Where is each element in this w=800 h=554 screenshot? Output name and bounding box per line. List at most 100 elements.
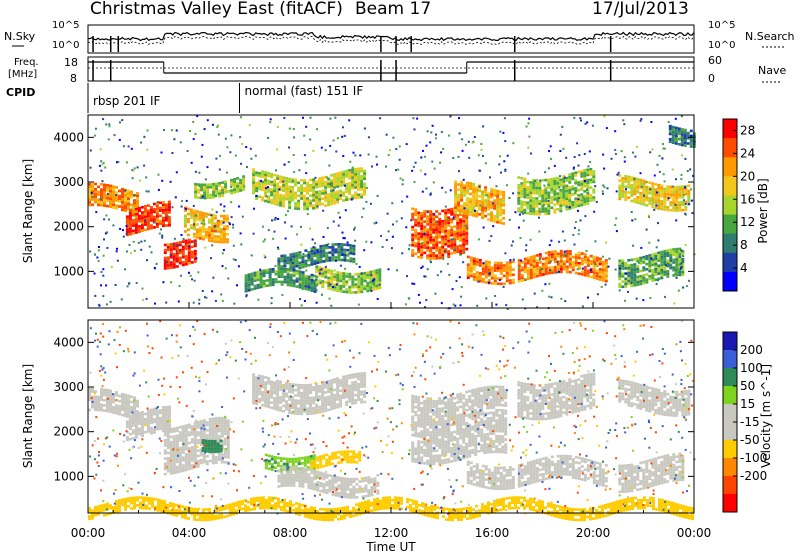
heatmap-cell [273,397,277,400]
noise-tick-high-left: 10^5 [52,20,79,31]
heatmap-cell [105,214,108,217]
heatmap-cell [212,188,216,191]
heatmap-cell [204,444,208,448]
heatmap-cell [288,185,292,189]
heatmap-cell [354,168,358,171]
heatmap-cell [598,262,602,266]
heatmap-cell [651,200,655,204]
heatmap-cell [532,267,536,271]
heatmap-cell [324,149,327,152]
heatmap-cell [163,248,167,252]
heatmap-cell [223,419,227,422]
heatmap-cell [113,134,116,137]
heatmap-cell [499,206,503,209]
heatmap-cell [206,119,209,122]
heatmap-cell [571,206,575,209]
heatmap-cell [154,221,156,224]
heatmap-cell [434,292,437,295]
heatmap-cell [149,416,153,419]
heatmap-cell [654,268,658,271]
heatmap-cell [508,274,512,277]
heatmap-cell [210,439,214,443]
heatmap-cell [136,199,139,203]
heatmap-cell [657,191,661,195]
heatmap-cell [137,417,141,420]
heatmap-cell [636,257,640,260]
heatmap-cell [547,271,551,275]
heatmap-cell [484,260,488,263]
heatmap-cell [388,149,391,152]
heatmap-cell [146,225,150,228]
heatmap-cell [109,197,112,201]
heatmap-cell [199,430,203,433]
heatmap-cell [678,273,682,277]
heatmap-cell [306,399,310,403]
heatmap-cell [529,268,533,272]
heatmap-cell [252,373,256,376]
heatmap-cell [574,189,578,193]
heatmap-cell [330,304,333,307]
freq-label-line1: Freq. [14,57,39,68]
heatmap-cell [330,174,334,177]
heatmap-cell [562,254,566,258]
heatmap-cell [213,216,217,220]
heatmap-cell [328,251,332,254]
heatmap-cell [318,274,322,277]
heatmap-cell [189,226,193,230]
heatmap-cell [167,221,171,224]
heatmap-cell [222,220,226,223]
heatmap-cell [657,272,661,275]
heatmap-cell [654,260,658,263]
heatmap-cell [672,250,676,254]
heatmap-cell [143,420,147,424]
heatmap-cell [580,180,584,183]
heatmap-cell [343,237,346,240]
heatmap-cell [520,200,524,203]
heatmap-cell [210,257,212,260]
heatmap-cell [100,284,102,287]
heatmap-cell [433,213,436,216]
heatmap-cell [469,203,473,206]
heatmap-cell [417,224,421,228]
heatmap-cell [645,196,649,199]
heatmap-cell [328,256,332,260]
heatmap-cell [166,446,170,450]
heatmap-cell [282,204,286,208]
heatmap-cell [440,302,443,305]
heatmap-cell [274,280,278,284]
heatmap-cell [465,247,469,251]
heatmap-cell [478,277,482,280]
heatmap-cell [565,205,569,208]
heatmap-cell [348,400,352,403]
heatmap-cell [301,273,305,277]
heatmap-cell [378,271,382,274]
heatmap-cell [181,446,185,449]
heatmap-cell [547,251,551,254]
heatmap-cell [283,257,287,260]
heatmap-cell [532,275,536,279]
heatmap-cell [502,204,506,207]
heatmap-cell [544,199,548,203]
heatmap-cell [345,290,349,294]
heatmap-cell [183,217,187,220]
heatmap-cell [325,176,328,179]
heatmap-cell [315,283,319,287]
heatmap-cell [154,302,156,305]
heatmap-cell [253,271,257,275]
heatmap-cell [103,218,106,221]
heatmap-cell [556,187,560,190]
heatmap-cell [636,267,640,271]
heatmap-cell [187,462,191,466]
heatmap-cell [313,246,317,250]
heatmap-cell [125,218,129,221]
heatmap-cell [277,280,281,284]
heatmap-cell [580,195,584,199]
heatmap-cell [520,182,524,185]
heatmap-cell [348,189,352,193]
heatmap-cell [517,194,521,197]
heatmap-cell [99,148,102,151]
heatmap-cell [669,248,673,252]
heatmap-cell [604,274,608,278]
heatmap-cell [95,127,97,130]
heatmap-cell [179,141,182,144]
